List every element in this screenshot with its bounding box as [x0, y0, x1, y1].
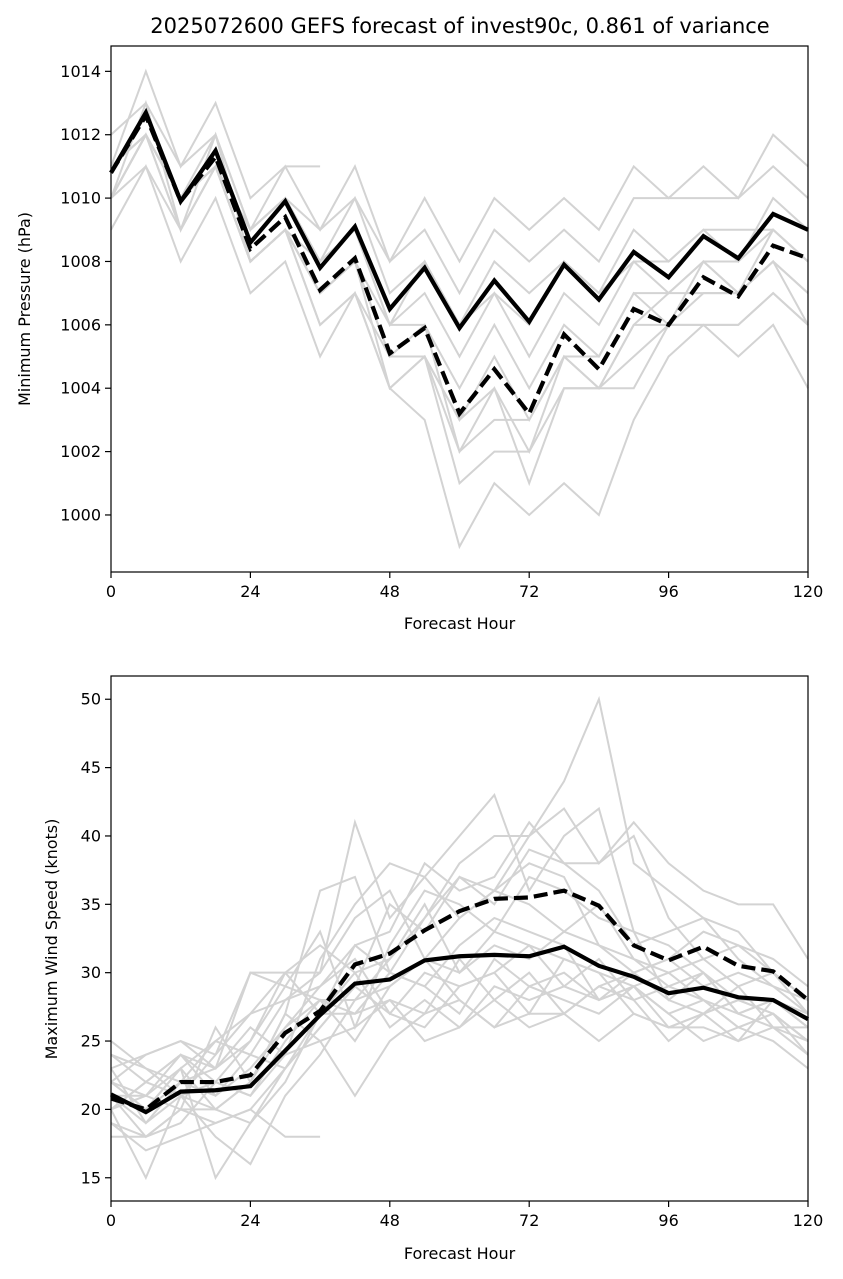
pressure-ensemble-line [110, 99, 809, 359]
pressure-ensemble-line [110, 133, 809, 487]
wind-ensemble-line [110, 875, 809, 1111]
pressure-plot-frame [110, 45, 809, 573]
wind-ensemble-line [110, 930, 809, 1111]
wind-y-tick-label: 20 [81, 1100, 101, 1119]
pressure-x-tick-label: 96 [658, 582, 678, 601]
pressure-y-tick-label: 1008 [60, 252, 101, 271]
wind-ensemble-line [110, 957, 809, 1125]
wind-highlight-lines [110, 888, 810, 1115]
pressure-solid-line [109, 107, 809, 332]
wind-y-axis-label: Maximum Wind Speed (knots) [42, 819, 61, 1060]
wind-ensemble-line [110, 957, 808, 1111]
wind-x-tick-label: 72 [519, 1211, 539, 1230]
wind-dashed-line [110, 888, 810, 1112]
pressure-y-tick-label: 1014 [60, 62, 101, 81]
pressure-chart: 0 24 48 72 96 120 1000 1002 1004 1006 1008 1010 1012… [15, 45, 823, 633]
wind-x-tick-label: 120 [793, 1211, 824, 1230]
wind-y-tick-label: 50 [81, 690, 101, 709]
wind-ensemble-lines [110, 695, 809, 1181]
wind-ensemble-line [111, 943, 809, 1138]
wind-x-axis-label: Forecast Hour [404, 1244, 516, 1263]
wind-x-tick-label: 0 [106, 1211, 116, 1230]
wind-solid-line [110, 944, 810, 1115]
pressure-ensemble-line [110, 132, 809, 550]
pressure-ensemble-line [110, 132, 809, 296]
wind-ensemble-line [110, 957, 809, 1181]
wind-ensemble-line [110, 1108, 321, 1152]
wind-y-tick-label: 35 [81, 895, 101, 914]
pressure-highlight-lines [109, 107, 809, 418]
chart-title: 2025072600 GEFS forecast of invest90c, 0… [150, 14, 769, 38]
wind-y-tick-label: 45 [81, 758, 101, 777]
wind-x-tick-label: 24 [240, 1211, 260, 1230]
pressure-x-axis-label: Forecast Hour [404, 614, 516, 633]
pressure-x-tick-label: 48 [380, 582, 400, 601]
pressure-y-tick-label: 1004 [60, 379, 101, 398]
pressure-ensemble-line [110, 132, 809, 486]
wind-y-tick-label: 40 [81, 826, 101, 845]
pressure-y-tick-label: 1002 [60, 442, 101, 461]
pressure-y-tick-label: 1012 [60, 125, 101, 144]
wind-ensemble-line [110, 944, 809, 1070]
pressure-y-tick-label: 1006 [60, 315, 101, 334]
wind-ensemble-line [110, 971, 809, 1111]
pressure-ensemble-lines [110, 68, 809, 550]
wind-y-tick-label: 25 [81, 1032, 101, 1051]
pressure-dashed-line [109, 111, 809, 418]
wind-x-tick-label: 48 [380, 1211, 400, 1230]
pressure-x-tick-label: 0 [106, 582, 116, 601]
wind-ensemble-line [110, 695, 809, 1097]
wind-x-tick-label: 96 [658, 1211, 678, 1230]
pressure-y-tick-label: 1010 [60, 189, 101, 208]
wind-ensemble-line [110, 889, 809, 1084]
pressure-x-tick-label: 120 [793, 582, 824, 601]
pressure-x-tick-label: 72 [519, 582, 539, 601]
wind-y-tick-label: 30 [81, 963, 101, 982]
wind-ensemble-line [110, 862, 809, 1111]
wind-plot-frame [110, 675, 809, 1202]
pressure-x-tick-label: 24 [240, 582, 260, 601]
wind-ensemble-line [110, 792, 809, 1084]
wind-y-tick-label: 15 [81, 1168, 101, 1187]
wind-speed-chart: 0 24 48 72 96 120 15 20 25 30 35 40 45 50 Forecast Ho… [42, 675, 824, 1263]
pressure-y-tick-label: 1000 [60, 505, 101, 524]
wind-ensemble-line [110, 807, 809, 1125]
wind-ensemble-line [110, 848, 809, 1139]
pressure-axis-ticks: 0 24 48 72 96 120 1000 1002 1004 1006 1008 1010 1012… [60, 62, 823, 601]
pressure-y-axis-label: Minimum Pressure (hPa) [15, 212, 34, 406]
wind-axis-ticks: 0 24 48 72 96 120 15 20 25 30 35 40 45 50 [81, 690, 824, 1230]
